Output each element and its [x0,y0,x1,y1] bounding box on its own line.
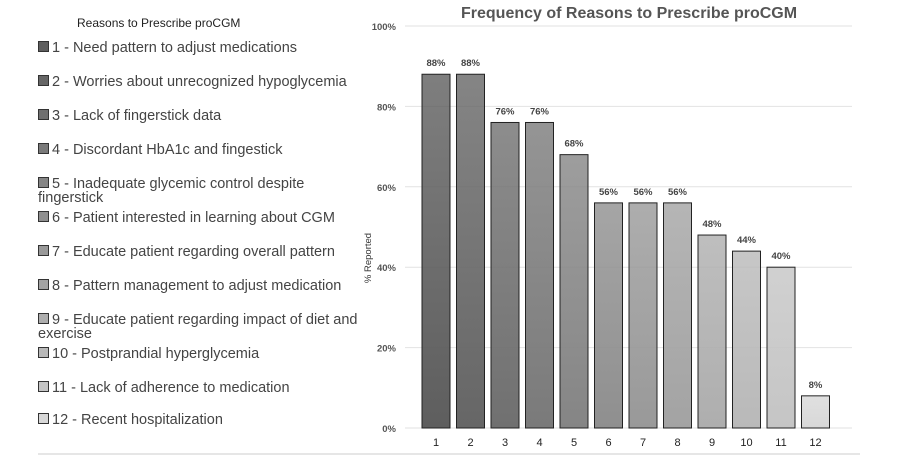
y-tick-label: 20% [377,344,397,355]
legend-swatch [38,347,49,358]
legend-label: 9 - Educate patient regarding impact of … [38,312,358,342]
legend-swatch [38,41,49,52]
bar-4 [525,121,554,429]
bar-5 [559,154,589,429]
legend-label: 7 - Educate patient regarding overall pa… [52,244,335,260]
chart-title: Frequency of Reasons to Prescribe proCGM [461,5,798,22]
bottom-divider [38,453,860,455]
bar-2 [456,73,485,429]
legend-swatch [38,75,49,86]
legend-item: 1 - Need pattern to adjust medications [38,41,368,55]
data-label: 40% [771,251,791,262]
x-tick-label: 3 [502,437,508,449]
legend-item: 4 - Discordant HbA1c and fingestick [38,143,368,157]
legend-item: 6 - Patient interested in learning about… [38,211,368,225]
legend-item: 5 - Inadequate glycemic control despite … [38,177,368,205]
legend-swatch [38,211,49,222]
bar-6 [594,202,623,429]
bar-7 [628,202,658,429]
y-tick-label: 60% [377,183,397,194]
legend-swatch [38,109,49,120]
bar-10 [732,250,761,429]
bar-8 [663,202,692,429]
data-label: 56% [668,187,688,198]
legend-swatch [38,279,49,290]
bar-12 [801,395,830,429]
data-label: 48% [702,219,722,230]
data-label: 76% [530,106,550,117]
y-axis-label: % Reported [363,233,374,283]
legend-item: 10 - Postprandial hyperglycemia [38,347,368,361]
legend-swatch [38,177,49,188]
legend-label: 10 - Postprandial hyperglycemia [52,346,260,362]
data-label: 76% [495,106,515,117]
x-tick-label: 7 [640,437,646,449]
x-tick-label: 11 [775,437,786,449]
legend-label: 8 - Pattern management to adjust medicat… [52,278,342,294]
legend-item: 8 - Pattern management to adjust medicat… [38,279,368,293]
data-label: 44% [737,235,757,246]
legend-label: 6 - Patient interested in learning about… [52,210,335,226]
data-label: 56% [599,187,619,198]
x-tick-label: 9 [709,437,715,449]
x-tick-label: 10 [740,437,752,449]
legend-label: 5 - Inadequate glycemic control despite … [38,176,305,206]
legend-label: 3 - Lack of fingerstick data [52,108,222,124]
legend-label: 2 - Worries about unrecognized hypoglyce… [52,74,347,90]
legend-item: 12 - Recent hospitalization [38,413,368,427]
legend-title: Reasons to Prescribe proCGM [77,16,241,30]
bar-9 [697,234,727,429]
legend-item: 9 - Educate patient regarding impact of … [38,313,368,341]
data-label: 56% [633,187,653,198]
bar-3 [490,121,520,429]
legend-item: 2 - Worries about unrecognized hypoglyce… [38,75,368,89]
legend-label: 4 - Discordant HbA1c and fingestick [52,142,283,158]
y-tick-label: 100% [372,22,397,33]
legend-item: 3 - Lack of fingerstick data [38,109,368,123]
data-label: 68% [564,139,584,150]
data-label: 88% [426,58,446,69]
legend-label: 12 - Recent hospitalization [52,412,223,428]
legend-swatch [38,413,49,424]
legend-item: 7 - Educate patient regarding overall pa… [38,245,368,259]
legend-swatch [38,313,49,324]
data-label: 88% [461,58,481,69]
y-tick-label: 80% [377,102,397,113]
bar-11 [766,266,796,429]
data-label: 8% [809,380,823,391]
x-tick-label: 4 [536,437,542,449]
x-tick-label: 12 [809,437,821,449]
x-tick-label: 5 [571,437,577,449]
legend-swatch [38,143,49,154]
legend-item: 11 - Lack of adherence to medication [38,381,368,395]
x-tick-label: 2 [467,437,473,449]
x-tick-label: 1 [433,437,439,449]
legend-swatch [38,381,49,392]
x-tick-label: 8 [674,437,680,449]
legend-swatch [38,245,49,256]
x-tick-label: 6 [605,437,611,449]
legend-label: 11 - Lack of adherence to medication [52,380,290,396]
legend-label: 1 - Need pattern to adjust medications [52,40,298,56]
y-tick-label: 0% [382,424,396,435]
y-tick-label: 40% [377,263,397,274]
bar-1 [421,73,451,429]
